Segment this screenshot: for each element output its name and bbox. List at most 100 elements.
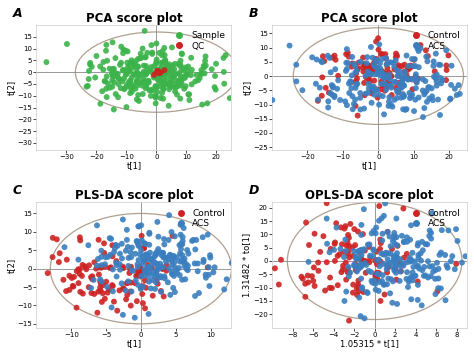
- Point: [141, 252, 149, 258]
- Point: [172, 77, 179, 83]
- Point: [352, 70, 359, 75]
- Point: [396, 69, 404, 75]
- Point: [362, 73, 369, 78]
- Point: [129, 84, 137, 89]
- Point: [114, 94, 122, 100]
- Point: [448, 253, 456, 259]
- Point: [186, 97, 193, 103]
- Point: [150, 260, 157, 266]
- Point: [378, 70, 386, 76]
- Point: [156, 77, 164, 83]
- Point: [357, 232, 365, 238]
- Point: [182, 277, 189, 282]
- Point: [408, 257, 415, 263]
- Point: [85, 262, 93, 268]
- Point: [374, 65, 381, 71]
- Point: [239, 56, 247, 61]
- Point: [372, 281, 379, 287]
- Point: [157, 66, 165, 72]
- Point: [366, 69, 374, 75]
- Point: [155, 266, 163, 272]
- Point: [194, 268, 201, 274]
- Point: [355, 278, 362, 283]
- Point: [161, 242, 168, 247]
- Point: [115, 76, 122, 81]
- Point: [354, 81, 361, 87]
- Point: [372, 272, 379, 278]
- Point: [357, 247, 365, 253]
- Point: [101, 78, 109, 84]
- Point: [375, 102, 383, 108]
- Point: [318, 93, 326, 99]
- Point: [328, 82, 336, 88]
- Point: [378, 70, 385, 76]
- Point: [315, 268, 322, 274]
- Point: [447, 96, 454, 102]
- Point: [134, 64, 141, 70]
- Point: [361, 260, 369, 266]
- Point: [145, 253, 152, 258]
- Point: [53, 236, 61, 242]
- Point: [344, 266, 352, 272]
- Point: [126, 78, 134, 83]
- Point: [348, 61, 356, 66]
- Point: [97, 288, 104, 293]
- Point: [397, 269, 404, 274]
- Point: [97, 265, 105, 271]
- Point: [334, 73, 342, 78]
- Point: [383, 62, 391, 67]
- Point: [349, 282, 357, 288]
- Point: [384, 276, 392, 282]
- Point: [421, 273, 429, 278]
- Point: [141, 266, 148, 272]
- Point: [321, 288, 329, 293]
- Point: [376, 60, 384, 66]
- Point: [163, 63, 171, 69]
- Point: [102, 48, 110, 54]
- Point: [367, 63, 374, 69]
- Point: [153, 68, 161, 74]
- Point: [174, 71, 182, 76]
- X-axis label: 1.05315 * t[1]: 1.05315 * t[1]: [340, 339, 399, 348]
- Point: [353, 286, 361, 291]
- Point: [434, 97, 442, 102]
- Point: [271, 266, 279, 271]
- Point: [304, 279, 312, 285]
- Point: [126, 69, 134, 74]
- Point: [123, 280, 130, 286]
- Point: [148, 50, 156, 55]
- Point: [179, 234, 186, 240]
- Point: [354, 113, 361, 119]
- Point: [130, 65, 138, 71]
- Point: [371, 64, 379, 70]
- Point: [117, 85, 125, 91]
- Point: [152, 252, 160, 258]
- Point: [386, 260, 393, 266]
- Point: [85, 68, 93, 74]
- Point: [429, 97, 437, 103]
- Point: [409, 269, 416, 275]
- Point: [338, 241, 346, 247]
- Point: [356, 295, 363, 300]
- Point: [165, 256, 173, 262]
- X-axis label: t[1]: t[1]: [362, 162, 377, 170]
- Point: [378, 51, 386, 57]
- Point: [156, 261, 164, 267]
- Point: [188, 67, 196, 73]
- Point: [75, 280, 82, 286]
- Point: [135, 257, 142, 263]
- Point: [309, 54, 316, 60]
- Y-axis label: t[2]: t[2]: [7, 80, 16, 95]
- Point: [178, 257, 185, 263]
- Point: [98, 254, 105, 260]
- Point: [384, 250, 392, 256]
- Point: [144, 257, 152, 262]
- Point: [388, 263, 396, 269]
- Point: [113, 262, 120, 268]
- Point: [68, 275, 75, 281]
- Point: [377, 240, 384, 246]
- Point: [128, 58, 136, 63]
- Point: [161, 67, 168, 73]
- Point: [433, 83, 440, 88]
- Point: [346, 270, 354, 275]
